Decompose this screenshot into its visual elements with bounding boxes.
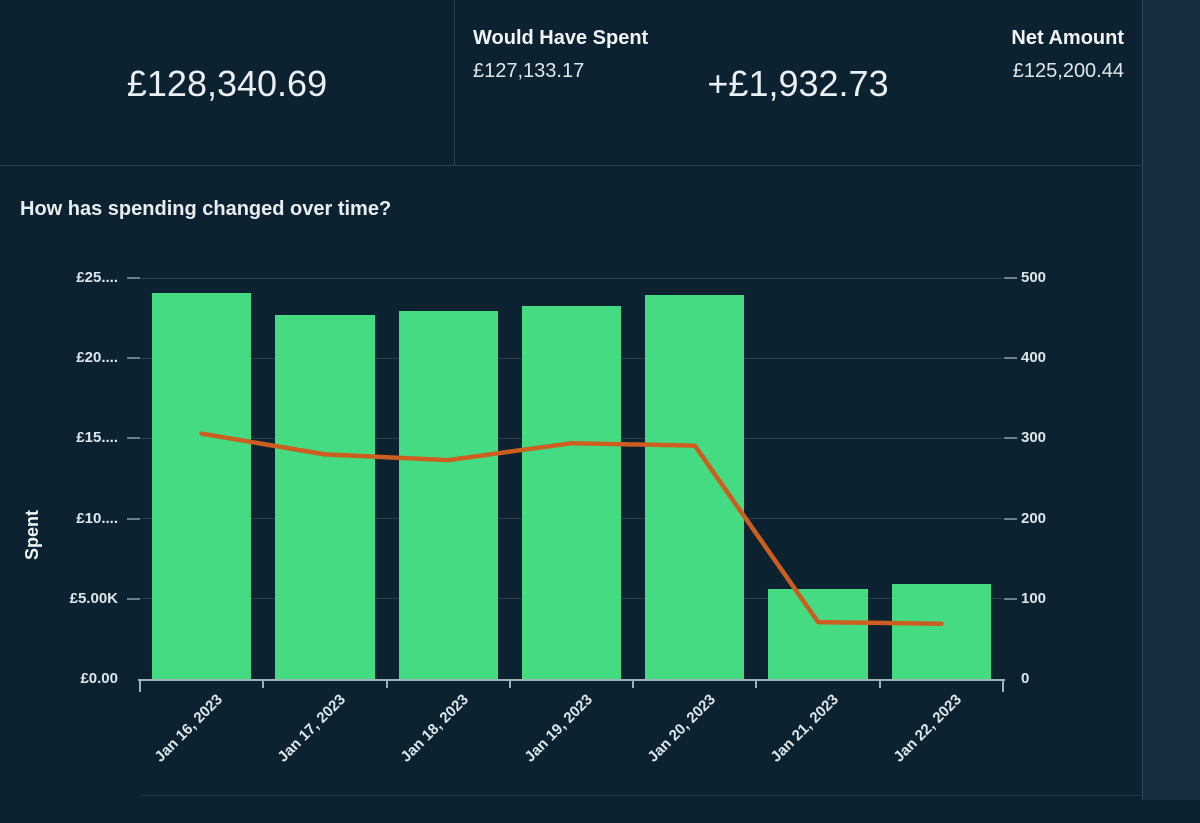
total-spent-value: £128,340.69 [126, 63, 328, 104]
would-have-spent-block: Would Have Spent £127,133.17 [473, 26, 648, 84]
panel-bottom-border [140, 795, 1142, 796]
x-axis-label: Jan 17, 2023 [274, 691, 349, 766]
x-axis-label: Jan 20, 2023 [644, 691, 719, 766]
y-left-tick-label: £20.... [76, 349, 118, 367]
x-axis-label: Jan 16, 2023 [151, 691, 226, 766]
y-left-tick [127, 357, 140, 360]
chart-bar [152, 293, 252, 679]
y-right-tick-label: 500 [1021, 269, 1047, 286]
y-right-tick [1004, 437, 1017, 440]
x-axis-line [138, 679, 1005, 681]
y-left-tick-label: £5.00K [69, 589, 118, 607]
chart-bar [891, 584, 991, 679]
x-axis-tick [385, 679, 388, 688]
y-left-tick [127, 277, 140, 279]
y-left-tick-label: £25.... [76, 269, 118, 286]
y-right-tick [1004, 517, 1017, 520]
spending-chart: £0.00 £5.00K £10.... £15.... £20.... £25.... 0… [69, 269, 1047, 766]
y-left-tick-label: £10.... [76, 509, 118, 527]
x-axis-tick [262, 679, 265, 688]
chart-bar [521, 306, 622, 679]
savings-difference-value: +£1,932.73 [707, 63, 889, 104]
chart-title: How has spending changed over time? [20, 198, 392, 220]
x-axis-tick [878, 679, 881, 688]
header-vertical-divider [454, 0, 455, 165]
y-right-tick-label: 0 [1021, 670, 1030, 687]
net-amount-block: Net Amount £125,200.44 [900, 26, 1124, 84]
would-have-spent-value: £127,133.17 [473, 60, 585, 82]
y-right-tick [1004, 357, 1017, 360]
y-right-tick-label: 300 [1021, 429, 1047, 447]
x-axis-tick [139, 679, 141, 692]
chart-bar [398, 310, 498, 679]
gridline [140, 277, 1003, 279]
y-right-tick [1004, 597, 1017, 600]
chart-bar [768, 589, 868, 679]
chart-bar [275, 314, 375, 679]
x-axis-tick [1002, 679, 1004, 692]
y-left-tick-label: £15.... [76, 429, 118, 447]
x-axis-label: Jan 22, 2023 [890, 691, 966, 766]
x-axis-label: Jan 19, 2023 [520, 691, 596, 766]
y-right-tick [1004, 277, 1017, 279]
y-right-tick-label: 100 [1021, 589, 1047, 607]
overlay-line [199, 431, 944, 626]
page-right-margin [1142, 0, 1200, 800]
x-axis-tick [508, 679, 511, 688]
x-axis-tick [755, 679, 758, 688]
would-have-spent-label: Would Have Spent [473, 27, 649, 49]
net-amount-value: £125,200.44 [1012, 60, 1124, 82]
header-bottom-divider [0, 165, 1142, 166]
y-right-tick-label: 400 [1021, 349, 1047, 367]
y-left-tick [127, 597, 140, 600]
chart-bar [645, 294, 745, 679]
net-amount-label: Net Amount [1011, 27, 1124, 49]
y-left-tick-label: £0.00 [80, 670, 118, 687]
y-right-tick-label: 200 [1021, 509, 1047, 527]
y-left-tick [127, 437, 140, 440]
spending-dashboard: £128,340.69 Would Have Spent £127,133.17… [0, 0, 1200, 800]
y-left-tick [127, 517, 140, 520]
x-axis-tick [632, 679, 635, 688]
x-axis-label: Jan 18, 2023 [397, 691, 473, 766]
x-axis-label: Jan 21, 2023 [767, 691, 843, 766]
